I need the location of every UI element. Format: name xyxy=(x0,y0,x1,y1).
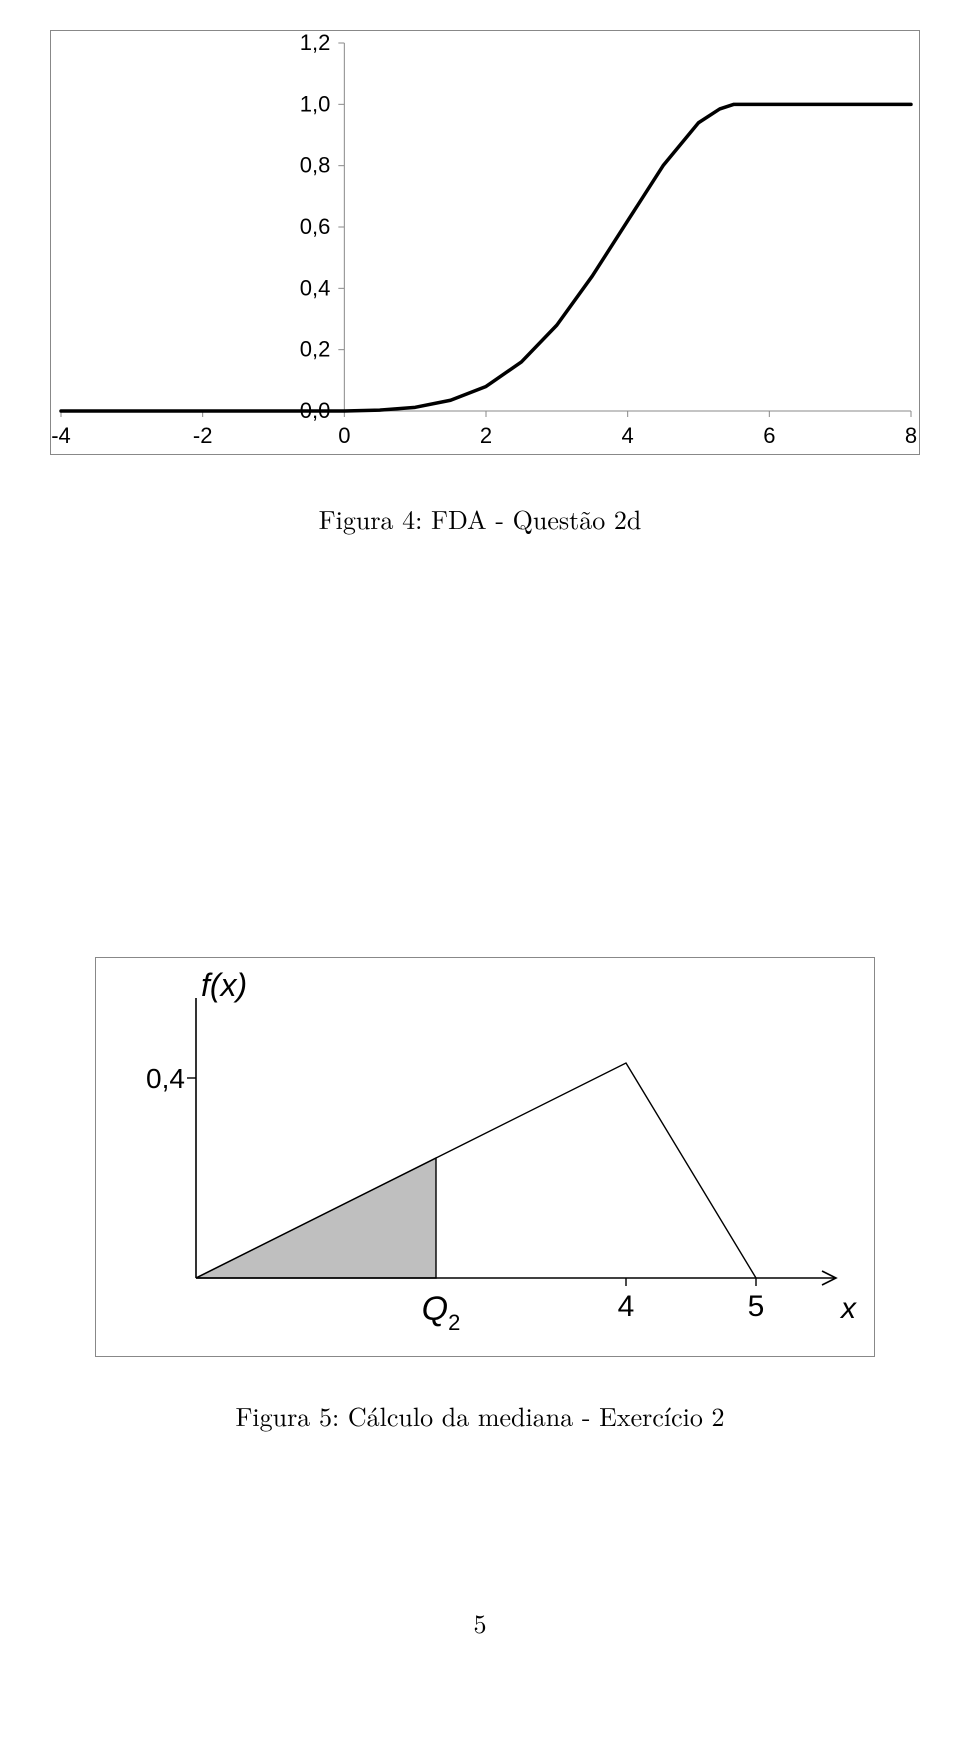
svg-text:5: 5 xyxy=(748,1290,765,1323)
svg-text:1,2: 1,2 xyxy=(300,31,331,55)
svg-text:2: 2 xyxy=(480,423,492,448)
svg-text:4: 4 xyxy=(622,423,634,448)
svg-text:f(x): f(x) xyxy=(201,967,247,1003)
svg-text:0,6: 0,6 xyxy=(300,214,331,239)
svg-text:8: 8 xyxy=(905,423,917,448)
svg-text:0: 0 xyxy=(338,423,350,448)
svg-text:x: x xyxy=(839,1292,857,1325)
svg-text:-2: -2 xyxy=(193,423,213,448)
svg-text:4: 4 xyxy=(618,1290,635,1323)
svg-text:0,4: 0,4 xyxy=(146,1063,185,1094)
svg-text:0,2: 0,2 xyxy=(300,337,331,362)
fig5-caption: Figura 5: Cálculo da mediana - Exercício… xyxy=(0,1397,960,1434)
svg-text:-4: -4 xyxy=(51,423,71,448)
fig4-chart: -4-2024680,00,20,40,60,81,01,2 xyxy=(50,30,920,455)
fig5-chart: f(x) 0,4 Q2 4 5 x xyxy=(95,957,875,1357)
svg-text:1,0: 1,0 xyxy=(300,91,331,116)
svg-text:Q2: Q2 xyxy=(422,1290,461,1335)
svg-text:0,8: 0,8 xyxy=(300,153,331,178)
fig4-svg: -4-2024680,00,20,40,60,81,01,2 xyxy=(51,31,921,456)
fig4-caption: Figura 4: FDA - Questão 2d xyxy=(0,500,960,537)
svg-text:6: 6 xyxy=(763,423,775,448)
fig5-svg: f(x) 0,4 Q2 4 5 x xyxy=(96,958,876,1358)
svg-text:0,4: 0,4 xyxy=(300,275,331,300)
page-number: 5 xyxy=(0,1604,960,1641)
